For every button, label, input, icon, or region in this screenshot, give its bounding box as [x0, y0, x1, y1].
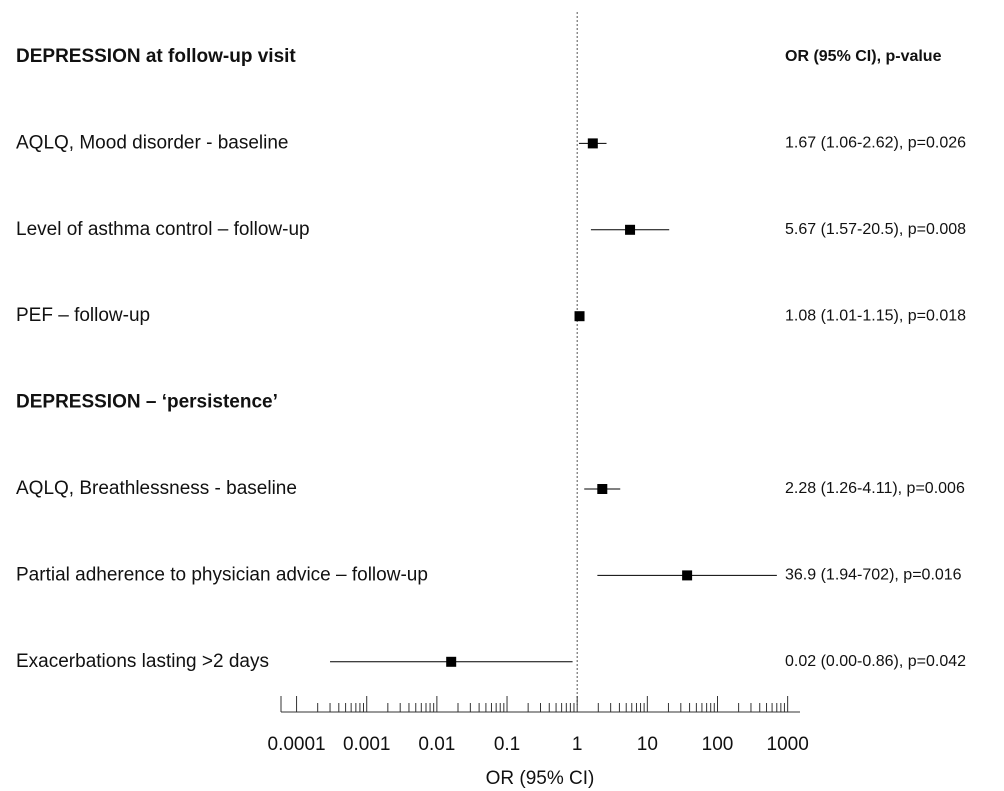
value-label: 0.02 (0.00-0.86), p=0.042 [785, 653, 966, 670]
x-axis-label: OR (95% CI) [486, 768, 595, 789]
stats-header: OR (95% CI), p-value [785, 48, 942, 65]
or-point [597, 484, 608, 494]
value-label: 1.67 (1.06-2.62), p=0.026 [785, 135, 966, 152]
or-point [446, 656, 457, 667]
x-tick-label: 0.01 [418, 734, 455, 755]
x-tick-label: 0.001 [343, 734, 391, 755]
value-label: 1.08 (1.01-1.15), p=0.018 [785, 307, 966, 324]
x-tick-label: 1000 [767, 734, 809, 755]
x-tick-label: 1 [572, 734, 583, 755]
row-label: PEF – follow-up [16, 305, 150, 326]
row-label: AQLQ, Breathlessness - baseline [16, 478, 297, 499]
or-point [574, 311, 585, 322]
or-point [587, 138, 598, 149]
x-tick-label: 0.1 [494, 734, 520, 755]
x-tick-label: 100 [702, 734, 734, 755]
value-label: 2.28 (1.26-4.11), p=0.006 [785, 480, 965, 497]
group-title: DEPRESSION at follow-up visit [16, 46, 296, 67]
row-label: Level of asthma control – follow-up [16, 219, 310, 240]
group-title: DEPRESSION – ‘persistence’ [16, 392, 278, 413]
x-tick-label: 10 [637, 734, 658, 755]
row-label: Exacerbations lasting >2 days [16, 651, 269, 672]
row-label: Partial adherence to physician advice – … [16, 564, 428, 585]
or-point [682, 570, 693, 581]
or-point [625, 224, 636, 235]
x-tick-label: 0.0001 [268, 734, 326, 755]
row-label: AQLQ, Mood disorder - baseline [16, 132, 288, 153]
value-label: 5.67 (1.57-20.5), p=0.008 [785, 221, 966, 238]
value-label: 36.9 (1.94-702), p=0.016 [785, 567, 962, 584]
